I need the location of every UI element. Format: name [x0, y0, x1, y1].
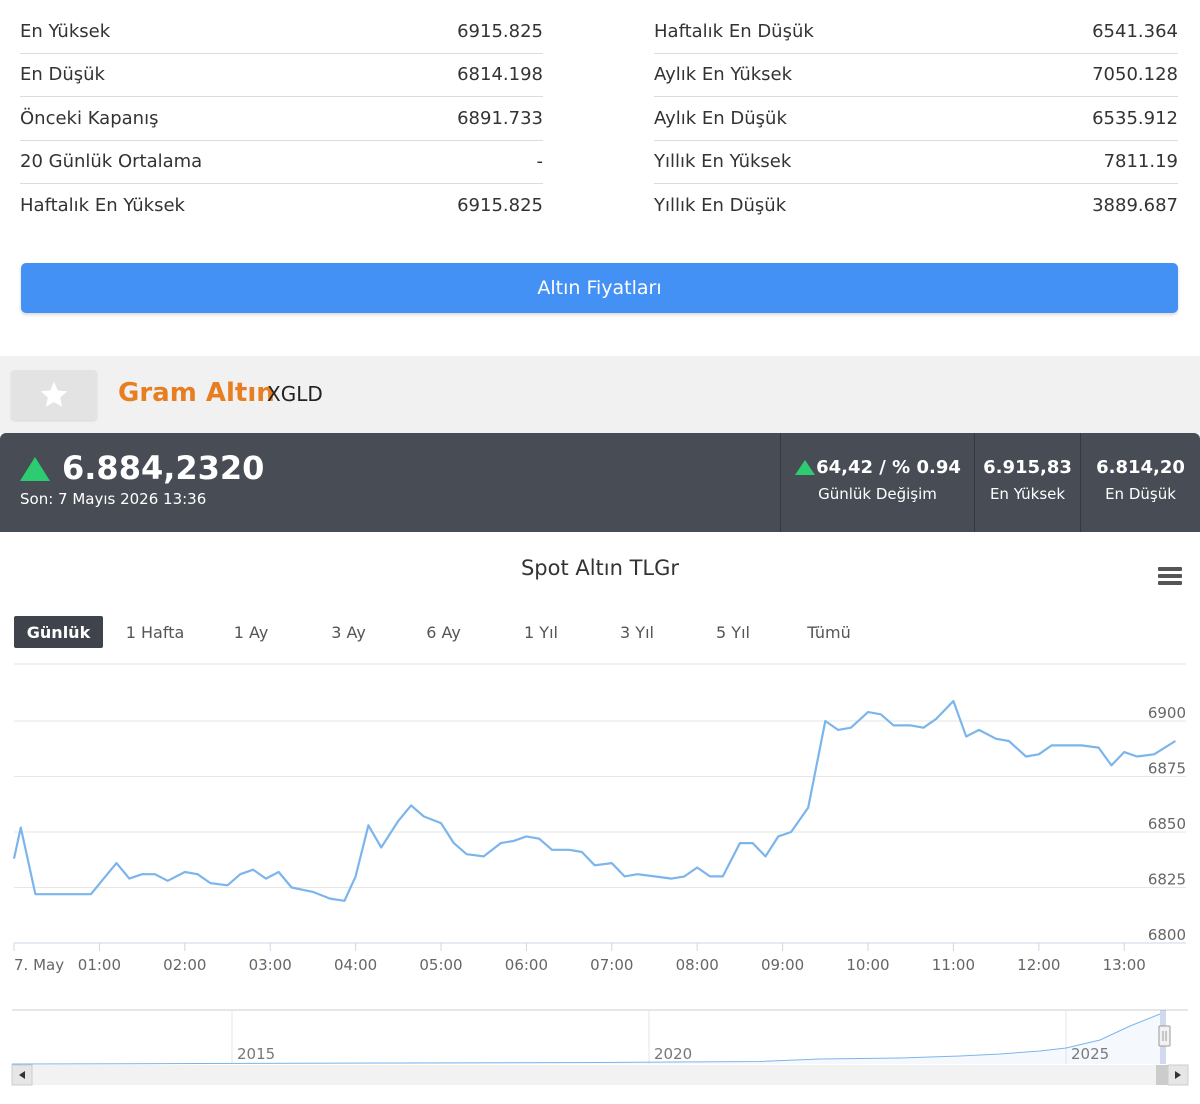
- asset-code: XGLD: [267, 382, 323, 406]
- low-cell: 6.814,20 En Düşük: [1080, 433, 1200, 532]
- navigator-tick-label: 2020: [654, 1045, 692, 1063]
- range-selector: Günlük 1 Hafta 1 Ay 3 Ay 6 Ay 1 Yıl 3 Yı…: [0, 616, 1200, 648]
- x-tick-label: 03:00: [249, 956, 292, 974]
- x-tick-label: 05:00: [419, 956, 462, 974]
- up-triangle-icon: [20, 457, 50, 481]
- price-line-chart: 6800 6825 6850 6875 6900 7. May 01:00 02:00 03:0…: [12, 663, 1186, 974]
- stat-value: 7050.128: [1092, 64, 1178, 86]
- low-label: En Düşük: [1105, 485, 1176, 503]
- daily-change-label: Günlük Değişim: [818, 485, 937, 503]
- current-price: 6.884,2320: [62, 449, 265, 487]
- range-button[interactable]: Günlük: [14, 616, 103, 648]
- stat-value: 7811.19: [1103, 151, 1178, 173]
- stat-row: Haftalık En Düşük 6541.364: [654, 10, 1178, 54]
- stat-label: Aylık En Düşük: [654, 107, 787, 129]
- stat-row: 20 Günlük Ortalama -: [20, 141, 544, 184]
- x-tick-label: 01:00: [78, 956, 121, 974]
- stat-value: -: [536, 151, 544, 173]
- y-tick-label: 6875: [1148, 760, 1186, 778]
- stat-row: En Düşük 6814.198: [20, 54, 543, 97]
- stat-row: Yıllık En Düşük 3889.687: [654, 184, 1178, 228]
- x-tick-label: 7. May: [14, 956, 64, 974]
- x-tick-label: 13:00: [1103, 956, 1146, 974]
- scrollbar-track[interactable]: [12, 1065, 1188, 1085]
- x-tick-label: 09:00: [761, 956, 804, 974]
- high-value: 6.915,83: [983, 457, 1072, 478]
- stat-label: En Yüksek: [20, 20, 111, 42]
- gold-prices-button[interactable]: Altın Fiyatları: [21, 263, 1178, 313]
- stat-label: Haftalık En Yüksek: [20, 195, 185, 217]
- stat-value: 6915.825: [457, 195, 543, 217]
- scroll-left-arrow-icon: [19, 1071, 25, 1079]
- range-button[interactable]: 1 Yıl: [524, 622, 558, 642]
- stats-left-column: En Yüksek 6915.825 En Düşük 6814.198 Öncek…: [20, 10, 543, 228]
- daily-change-value: 64,42 / % 0.94: [816, 457, 961, 478]
- range-button[interactable]: 3 Yıl: [620, 622, 654, 642]
- range-button[interactable]: 5 Yıl: [716, 622, 750, 642]
- stat-row: Önceki Kapanış 6891.733: [20, 97, 543, 141]
- stat-value: 6814.198: [457, 64, 543, 86]
- range-button[interactable]: 1 Hafta: [125, 622, 185, 642]
- x-tick-label: 12:00: [1017, 956, 1060, 974]
- stat-value: 6535.912: [1092, 107, 1178, 129]
- x-tick-label: 10:00: [846, 956, 889, 974]
- high-label: En Yüksek: [989, 485, 1066, 503]
- low-value: 6.814,20: [1096, 457, 1185, 478]
- navigator-series-line: [11, 1013, 1161, 1065]
- stat-label: Yıllık En Düşük: [654, 195, 787, 217]
- asset-header: Gram Altın XGLD: [0, 356, 1200, 433]
- range-button[interactable]: 6 Ay: [426, 622, 461, 642]
- stat-label: Önceki Kapanış: [20, 107, 159, 129]
- scrollbar-thumb[interactable]: [1156, 1065, 1168, 1085]
- navigator-tick-label: 2025: [1071, 1045, 1109, 1063]
- stat-row: En Yüksek 6915.825: [20, 10, 543, 54]
- stat-value: 6915.825: [457, 20, 543, 42]
- daily-change-cell: 64,42 / % 0.94 Günlük Değişim: [780, 433, 974, 532]
- x-tick-label: 08:00: [676, 956, 719, 974]
- x-tick-label: 04:00: [334, 956, 377, 974]
- x-tick-label: 11:00: [932, 956, 975, 974]
- range-button[interactable]: 3 Ay: [331, 622, 366, 642]
- stat-label: En Düşük: [20, 64, 105, 86]
- stat-row: Aylık En Yüksek 7050.128: [654, 54, 1178, 97]
- stat-label: Yıllık En Yüksek: [654, 151, 792, 173]
- range-button[interactable]: 1 Ay: [233, 622, 269, 642]
- last-update-time: Son: 7 Mayıs 2026 13:36: [20, 490, 207, 508]
- price-series-line: [12, 699, 1176, 902]
- chart-navigator[interactable]: 2015 2020 2025: [0, 1008, 1200, 1088]
- high-cell: 6.915,83 En Yüksek: [974, 433, 1080, 532]
- navigator-handle[interactable]: [1158, 1025, 1171, 1047]
- stat-label: 20 Günlük Ortalama: [20, 151, 203, 173]
- y-tick-label: 6900: [1148, 704, 1186, 722]
- stat-value: 6891.733: [457, 107, 543, 129]
- y-tick-label: 6825: [1148, 871, 1186, 889]
- stat-row: Aylık En Düşük 6535.912: [654, 97, 1178, 141]
- range-button[interactable]: Tümü: [807, 622, 851, 642]
- y-tick-label: 6850: [1148, 815, 1186, 833]
- favorite-button[interactable]: [11, 370, 97, 420]
- stat-row: Yıllık En Yüksek 7811.19: [654, 141, 1178, 184]
- stat-value: 3889.687: [1092, 195, 1178, 217]
- stat-value: 6541.364: [1092, 20, 1178, 42]
- stat-label: Aylık En Yüksek: [654, 64, 793, 86]
- up-triangle-icon: [795, 460, 815, 475]
- hamburger-menu-icon[interactable]: [1158, 567, 1182, 587]
- stat-label: Haftalık En Düşük: [654, 20, 814, 42]
- y-tick-label: 6800: [1148, 926, 1186, 944]
- star-icon: [40, 381, 68, 407]
- asset-name: Gram Altın: [118, 378, 275, 408]
- stats-right-column: Haftalık En Düşük 6541.364 Aylık En Yükse…: [654, 10, 1178, 228]
- price-bar: 6.884,2320 Son: 7 Mayıs 2026 13:36 64,42…: [0, 433, 1200, 532]
- stat-row: Haftalık En Yüksek 6915.825: [20, 184, 543, 228]
- navigator-area: [12, 1014, 1160, 1064]
- x-tick-label: 06:00: [505, 956, 548, 974]
- navigator-tick-label: 2015: [237, 1045, 275, 1063]
- scroll-right-arrow-icon: [1175, 1071, 1181, 1079]
- x-tick-label: 07:00: [590, 956, 633, 974]
- chart-title: Spot Altın TLGr: [520, 556, 680, 580]
- x-tick-label: 02:00: [163, 956, 206, 974]
